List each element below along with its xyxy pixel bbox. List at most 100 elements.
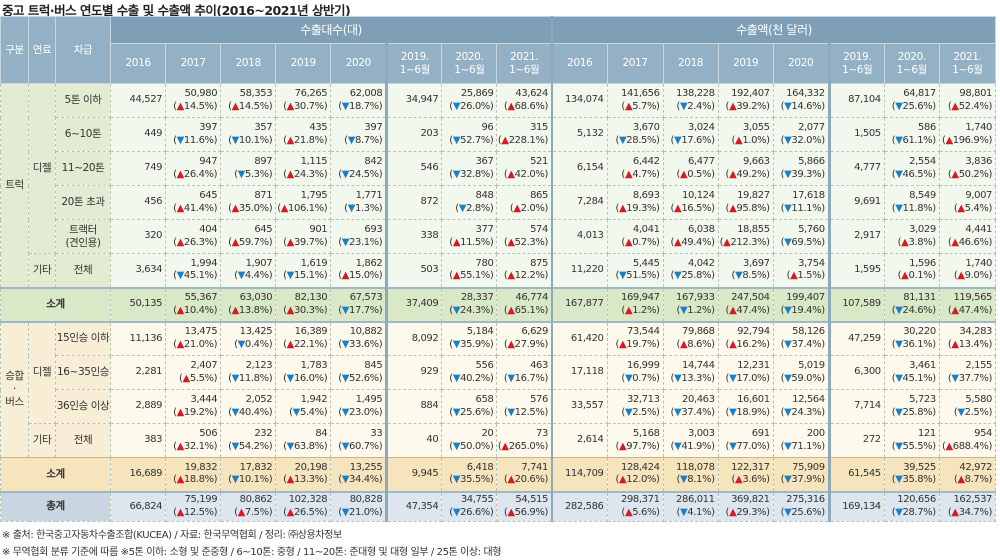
value: 64,817 xyxy=(903,88,936,99)
footnote-source: ※ 출처: 한국중고자동차수출조합(KUCEA) / 자료: 한국무역협회 / … xyxy=(2,530,342,541)
change-down: ▼39.3% xyxy=(784,168,822,180)
value: 871 xyxy=(254,190,273,201)
change-rate: ▲14.5% xyxy=(222,101,273,114)
change-rate: ▲5.7% xyxy=(608,101,660,114)
change-rate: ▼55.5% xyxy=(885,441,936,454)
value: 58,126 xyxy=(792,326,825,338)
change-rate: ▼24.3% xyxy=(774,407,825,420)
value: 42,972 xyxy=(959,461,992,473)
value: 61,420 xyxy=(570,332,604,344)
size-cell: 전체 xyxy=(55,253,112,288)
change-down: ▼40.2% xyxy=(452,372,490,384)
value: 691 xyxy=(751,428,770,439)
change-down: ▼8.7% xyxy=(347,134,380,146)
change-down: ▼35.5% xyxy=(452,474,490,486)
value: 1,115 xyxy=(300,156,328,167)
change-rate: ▲228.1% xyxy=(498,135,548,148)
value-cell: 884 xyxy=(386,389,443,424)
change-up: ▲59.7% xyxy=(231,236,269,248)
value: 4,441 xyxy=(965,224,992,235)
value-cell: 574▲52.3% xyxy=(496,219,553,254)
change-rate: ▲5.5% xyxy=(167,372,218,386)
header-count-group: 수출대수(대) xyxy=(110,16,553,44)
header-fuel: 연료 xyxy=(28,16,57,84)
value: 20,463 xyxy=(682,394,715,405)
value-cell: 19,832▲18.8% xyxy=(165,457,222,492)
change-down: ▼35.8% xyxy=(895,474,933,486)
change-down: ▼11.8% xyxy=(895,202,933,214)
value: 449 xyxy=(144,128,163,140)
value-cell: 47,259 xyxy=(828,321,885,356)
value-cell: 54,515▲56.9% xyxy=(496,490,553,522)
change-down: ▼0.7% xyxy=(624,372,657,384)
change-rate: ▲196.9% xyxy=(940,135,992,148)
change-rate: ▼10.1% xyxy=(222,135,273,148)
change-rate: ▲20.6% xyxy=(498,474,548,487)
change-rate: ▼52.6% xyxy=(332,373,383,386)
table-row: 36인승 이상2,8893,444▲19.2%2,052▼40.4%1,942▼… xyxy=(1,389,997,424)
change-rate: ▲2.0% xyxy=(498,203,548,216)
value-cell: 1,505 xyxy=(828,117,885,152)
value-cell: 3,024▼17.6% xyxy=(662,117,719,152)
value: 3,029 xyxy=(909,224,936,235)
value-cell: 2,889 xyxy=(110,389,167,424)
change-up: ▲39.2% xyxy=(729,100,767,112)
change-rate: ▲42.0% xyxy=(498,169,548,182)
value-cell: 64,817▼25.6% xyxy=(883,83,940,118)
value: 2,614 xyxy=(576,434,604,446)
change-rate: ▲47.4% xyxy=(940,305,992,318)
value-cell: 67,573▼17.7% xyxy=(330,286,389,323)
value: 54,515 xyxy=(515,494,548,506)
change-up: ▲22.1% xyxy=(286,338,324,350)
value: 1,595 xyxy=(854,264,881,275)
value: 13,255 xyxy=(349,461,383,473)
value: 5,760 xyxy=(798,224,825,235)
value: 63,030 xyxy=(239,292,273,303)
change-down: ▼24.5% xyxy=(341,168,379,180)
value-cell: 576▼12.5% xyxy=(496,389,553,424)
header-year: 2019 xyxy=(717,43,774,84)
value-cell: 286,011▼4.1% xyxy=(662,490,719,522)
change-rate: ▼8.1% xyxy=(664,474,715,487)
change-rate: ▼8.7% xyxy=(332,134,383,148)
change-up: ▲16.2% xyxy=(729,338,767,350)
value: 5,184 xyxy=(466,326,494,338)
change-up: ▲24.3% xyxy=(286,168,324,180)
change-rate: ▼4.1% xyxy=(664,507,715,520)
value: 169,134 xyxy=(842,500,881,512)
value-cell: 275,316▼25.6% xyxy=(772,490,831,522)
value: 92,794 xyxy=(737,326,770,338)
value-cell: 20,198▲13.3% xyxy=(275,457,332,492)
value: 114,709 xyxy=(564,468,604,479)
change-rate: ▲16.5% xyxy=(664,203,715,216)
value-cell: 3,055▲1.0% xyxy=(717,117,774,152)
value: 556 xyxy=(475,360,494,371)
change-up: ▲5.5% xyxy=(182,372,215,384)
value-cell: 80,828▼21.0% xyxy=(330,490,389,522)
value: 5,866 xyxy=(798,156,825,167)
change-rate: ▼16.7% xyxy=(498,373,548,386)
subtotal-label: 소계 xyxy=(0,286,112,323)
value-cell: 17,618▼11.1% xyxy=(772,185,831,220)
value: 5,019 xyxy=(798,360,825,371)
value-cell: 122,317▲3.6% xyxy=(717,457,774,492)
value: 232 xyxy=(254,428,273,439)
change-rate: ▼60.7% xyxy=(332,441,383,454)
value: 315 xyxy=(530,122,548,133)
value: 164,332 xyxy=(786,88,825,99)
value-cell: 16,689 xyxy=(110,457,167,492)
change-up: ▲15.0% xyxy=(341,270,379,282)
change-rate: ▲212.3% xyxy=(719,237,770,250)
value-cell: 897▼5.3% xyxy=(220,151,277,186)
value: 4,777 xyxy=(854,162,881,174)
change-down: ▼11.8% xyxy=(231,372,269,384)
value-cell: 50,135 xyxy=(110,286,167,323)
change-up: ▲97.7% xyxy=(618,440,657,452)
change-rate: ▼11.6% xyxy=(167,135,218,148)
value: 12,231 xyxy=(737,360,770,371)
value-cell: 16,601▼18.9% xyxy=(717,389,774,424)
change-rate: ▼18.7% xyxy=(332,101,383,114)
value-cell: 34,283▲13.4% xyxy=(938,321,997,356)
value-cell: 456 xyxy=(110,185,167,220)
